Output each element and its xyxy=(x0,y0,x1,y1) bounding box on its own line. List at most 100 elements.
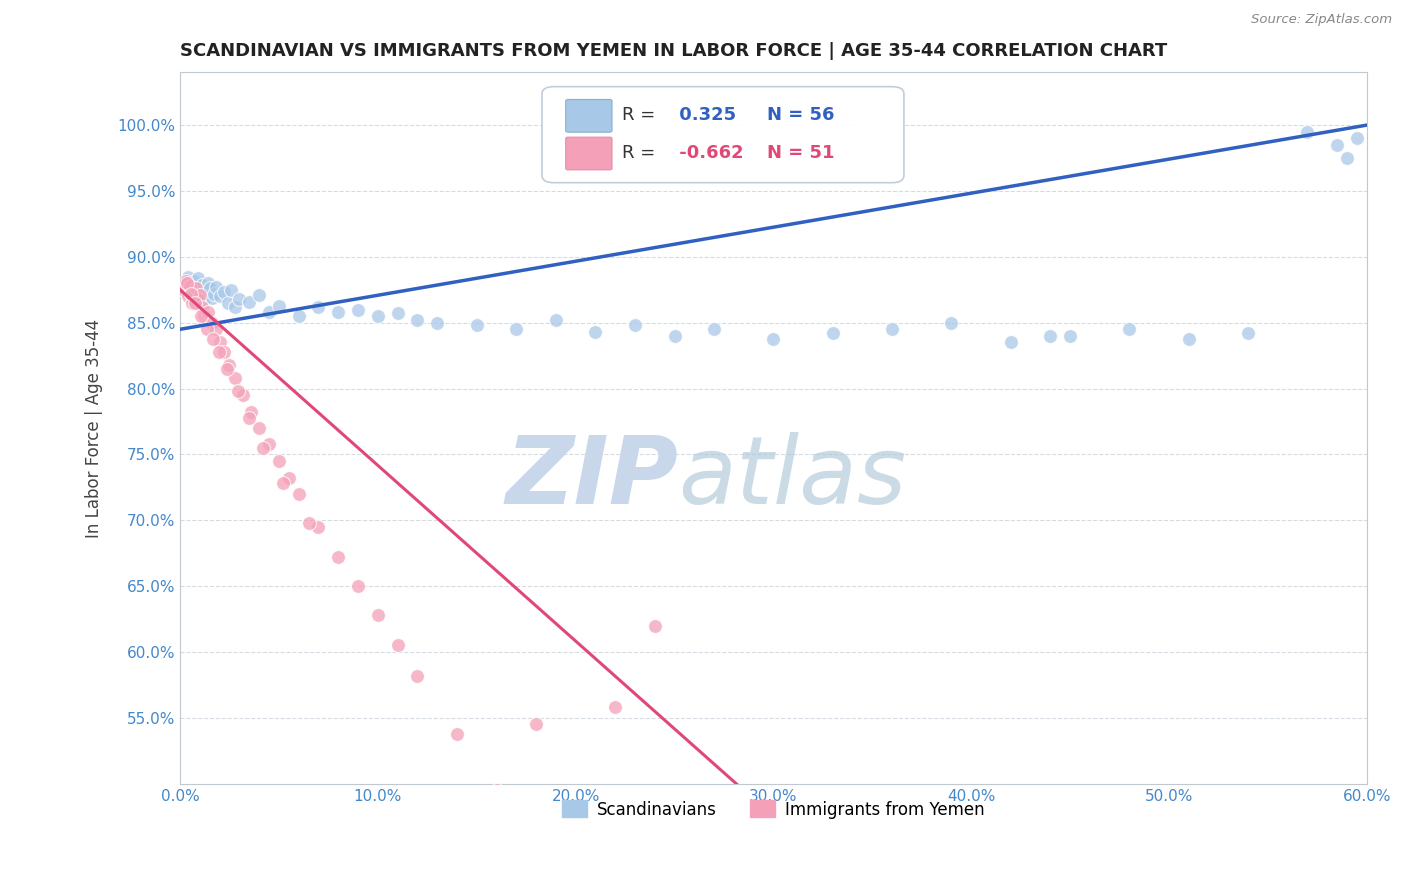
Point xyxy=(201,291,224,305)
Point xyxy=(193,309,215,323)
Text: -0.662: -0.662 xyxy=(672,144,744,161)
Point xyxy=(180,296,202,310)
Point xyxy=(387,639,409,653)
FancyBboxPatch shape xyxy=(565,99,612,132)
Point xyxy=(228,384,250,399)
Point xyxy=(941,316,963,330)
Text: ZIP: ZIP xyxy=(506,432,679,524)
Point xyxy=(174,276,197,290)
Point xyxy=(176,276,198,290)
Point xyxy=(198,281,221,295)
Point xyxy=(208,289,231,303)
Point xyxy=(202,286,225,301)
Point xyxy=(308,300,330,314)
Point xyxy=(194,284,217,298)
Point xyxy=(195,322,218,336)
Point xyxy=(1326,137,1348,152)
Point xyxy=(267,299,290,313)
Point xyxy=(173,283,195,297)
Point xyxy=(544,313,567,327)
Point xyxy=(465,318,488,333)
Point xyxy=(328,305,350,319)
Point xyxy=(257,305,280,319)
Point xyxy=(624,318,647,333)
Point xyxy=(188,288,211,302)
Point xyxy=(287,487,309,501)
Point xyxy=(821,326,844,341)
Point xyxy=(367,608,389,623)
Point xyxy=(880,322,903,336)
Point xyxy=(1336,151,1358,165)
Point xyxy=(1059,329,1081,343)
Point xyxy=(201,331,224,345)
Point xyxy=(221,283,243,297)
Point xyxy=(217,296,239,310)
Point xyxy=(1346,131,1368,145)
Point xyxy=(212,344,235,359)
Point xyxy=(177,269,200,284)
Text: R =: R = xyxy=(621,144,655,161)
FancyBboxPatch shape xyxy=(565,137,612,169)
Point xyxy=(524,717,547,731)
Point xyxy=(406,313,429,327)
Point xyxy=(184,281,207,295)
Point xyxy=(174,274,197,288)
Point xyxy=(297,516,319,530)
Point xyxy=(426,316,449,330)
Point xyxy=(173,283,195,297)
Point xyxy=(183,286,205,301)
Text: N = 56: N = 56 xyxy=(768,106,835,124)
Point xyxy=(247,421,270,435)
Point xyxy=(190,309,212,323)
Point xyxy=(193,292,215,306)
Point xyxy=(387,306,409,320)
Point xyxy=(1039,329,1062,343)
Point xyxy=(347,302,370,317)
Text: SCANDINAVIAN VS IMMIGRANTS FROM YEMEN IN LABOR FORCE | AGE 35-44 CORRELATION CHA: SCANDINAVIAN VS IMMIGRANTS FROM YEMEN IN… xyxy=(180,42,1167,60)
Text: atlas: atlas xyxy=(679,433,907,524)
Point xyxy=(247,288,270,302)
Point xyxy=(1237,326,1260,341)
Point xyxy=(232,388,254,402)
Point xyxy=(446,727,468,741)
Point xyxy=(201,316,224,330)
Point xyxy=(644,618,666,632)
Point xyxy=(505,322,527,336)
Point xyxy=(228,292,250,306)
Point xyxy=(564,816,586,830)
Point xyxy=(183,274,205,288)
Point xyxy=(347,579,370,593)
Point xyxy=(207,344,229,359)
FancyBboxPatch shape xyxy=(541,87,904,183)
Text: 0.325: 0.325 xyxy=(672,106,735,124)
Point xyxy=(287,309,309,323)
Point xyxy=(197,305,219,319)
Point xyxy=(179,278,201,293)
Point xyxy=(224,371,246,385)
Point xyxy=(1177,331,1199,345)
Point xyxy=(257,437,280,451)
Point xyxy=(179,286,201,301)
Point xyxy=(184,281,207,295)
Point xyxy=(485,783,508,797)
Point xyxy=(605,700,627,714)
Point xyxy=(177,289,200,303)
Point xyxy=(184,296,207,310)
Point xyxy=(204,322,226,336)
Point xyxy=(208,335,231,350)
Legend: Scandinavians, Immigrants from Yemen: Scandinavians, Immigrants from Yemen xyxy=(555,794,991,825)
Point xyxy=(187,292,209,306)
Point xyxy=(238,294,260,309)
Point xyxy=(191,300,214,314)
Point xyxy=(308,520,330,534)
Point xyxy=(224,300,246,314)
Point xyxy=(524,840,547,855)
Point xyxy=(238,410,260,425)
Point xyxy=(204,280,226,294)
Point xyxy=(703,322,725,336)
Point xyxy=(277,471,299,485)
Point xyxy=(212,285,235,300)
Point xyxy=(367,309,389,323)
Point xyxy=(252,441,274,455)
Text: N = 51: N = 51 xyxy=(768,144,835,161)
